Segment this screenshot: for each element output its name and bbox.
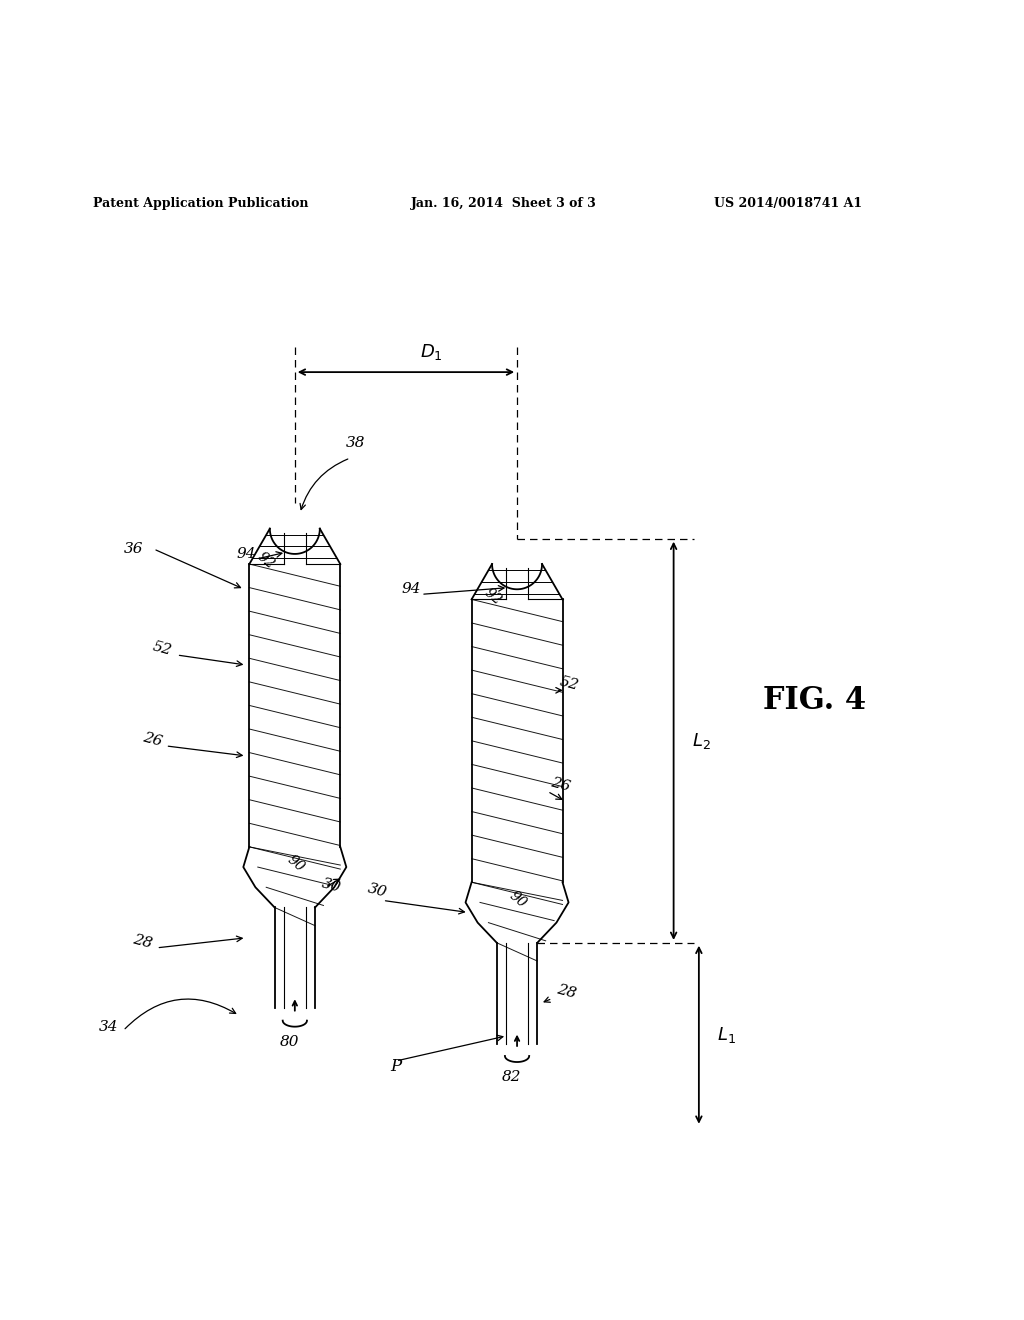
Text: 30: 30 (367, 882, 389, 900)
Text: 28: 28 (131, 932, 154, 950)
Text: 90: 90 (507, 888, 529, 911)
Text: FIG. 4: FIG. 4 (764, 685, 866, 715)
Text: 52: 52 (152, 639, 174, 657)
Text: 92: 92 (481, 585, 504, 607)
Text: 94: 94 (401, 582, 421, 597)
Text: 28: 28 (555, 983, 578, 1002)
Text: 26: 26 (549, 776, 571, 795)
Text: $L_1$: $L_1$ (717, 1024, 736, 1044)
Text: 80: 80 (280, 1035, 300, 1049)
Text: 26: 26 (141, 730, 164, 748)
Text: 36: 36 (124, 543, 143, 556)
Text: 34: 34 (98, 1020, 118, 1034)
Text: 82: 82 (502, 1071, 522, 1084)
Text: 92: 92 (254, 550, 278, 572)
Text: P: P (390, 1059, 401, 1074)
Text: 90: 90 (285, 853, 307, 875)
Text: US 2014/0018741 A1: US 2014/0018741 A1 (714, 197, 862, 210)
Text: 38: 38 (346, 436, 366, 450)
Text: $L_2$: $L_2$ (692, 731, 711, 751)
Text: Jan. 16, 2014  Sheet 3 of 3: Jan. 16, 2014 Sheet 3 of 3 (411, 197, 597, 210)
Text: Patent Application Publication: Patent Application Publication (93, 197, 308, 210)
Text: 52: 52 (557, 675, 580, 693)
Text: $D_1$: $D_1$ (420, 342, 442, 362)
Text: 30: 30 (321, 876, 343, 895)
Text: 94: 94 (237, 546, 256, 561)
